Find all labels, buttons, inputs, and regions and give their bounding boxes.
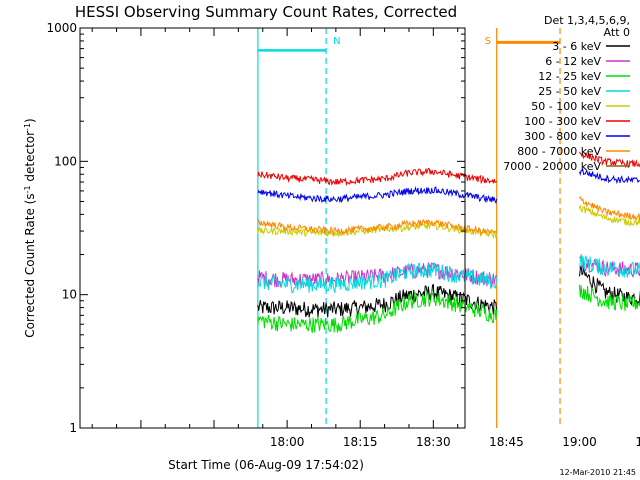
series-line-7-segment-1 (257, 185, 498, 205)
series-line-7-segment-2 (579, 168, 640, 185)
legend: Det 1,3,4,5,6,9,Att 03 - 6 keV 6 - 12 keV… (503, 14, 630, 173)
y-axis-label-end: ) (23, 118, 37, 123)
x-axis-label: Start Time (06-Aug-09 17:54:02) (168, 458, 364, 472)
interval-label: S (485, 36, 491, 47)
interval-1: N (257, 28, 341, 428)
y-tick-label: 10 (62, 288, 77, 302)
legend-entry-label: 3 - 6 keV (552, 40, 601, 53)
legend-entry-label: 12 - 25 keV (538, 70, 601, 83)
legend-entry-label: 300 - 800 keV (524, 130, 601, 143)
x-tick-label: 18:00 (270, 435, 305, 449)
y-axis: 1 10 100 1000 (46, 21, 465, 435)
legend-entry-label: 100 - 300 keV (524, 115, 601, 128)
interval-2: S (485, 28, 561, 428)
legend-header-line: Det 1,3,4,5,6,9, (544, 14, 630, 27)
x-tick-label: 18:30 (416, 435, 451, 449)
legend-entry-label: 7000 - 20000 keV (503, 160, 601, 173)
plot-frame (79, 27, 466, 429)
footer-timestamp: 12-Mar-2010 21:45 (560, 468, 637, 477)
y-tick-label: 1 (69, 421, 77, 435)
x-tick-label: 19:00 (562, 435, 597, 449)
legend-entry-label: 50 - 100 keV (531, 100, 601, 113)
y-axis-label-sup1: -1 (23, 185, 32, 193)
series-line-6-segment-2 (579, 151, 640, 169)
y-tick-label: 100 (54, 154, 77, 168)
y-axis-label-mid: detector (23, 131, 37, 186)
series-line-8-segment-1 (257, 218, 498, 236)
legend-header-line: Att 0 (604, 26, 630, 39)
series-line-8-segment-2 (579, 195, 640, 221)
series-line-6-segment-1 (257, 167, 497, 187)
series-line-5-segment-2 (579, 205, 640, 227)
y-axis-label-main: Corrected Count Rate (s (23, 193, 37, 337)
legend-entry-label: 6 - 12 keV (545, 55, 601, 68)
interval-label: N (333, 36, 340, 47)
legend-entry-label: 800 - 7000 keV (517, 145, 601, 158)
series-line-4-segment-2 (579, 255, 640, 278)
x-tick-label: 19:15 (635, 435, 640, 449)
series-line-2-segment-2 (579, 253, 640, 278)
legend-entry-label: 25 - 50 keV (538, 85, 601, 98)
y-tick-label: 1000 (46, 21, 77, 35)
series-line-3-segment-1 (257, 290, 498, 333)
series-line-4-segment-1 (257, 262, 498, 294)
y-axis-label-sup2: -1 (23, 123, 32, 131)
x-tick-label: 18:15 (343, 435, 378, 449)
chart-title: HESSI Observing Summary Count Rates, Cor… (75, 3, 457, 21)
series-line-1-segment-1 (257, 283, 498, 318)
y-axis-label: Corrected Count Rate (s-1 detector-1) (23, 118, 38, 337)
x-tick-label: 18:45 (489, 435, 524, 449)
series-line-3-segment-2 (579, 284, 640, 311)
series-line-1-segment-2 (579, 265, 640, 307)
